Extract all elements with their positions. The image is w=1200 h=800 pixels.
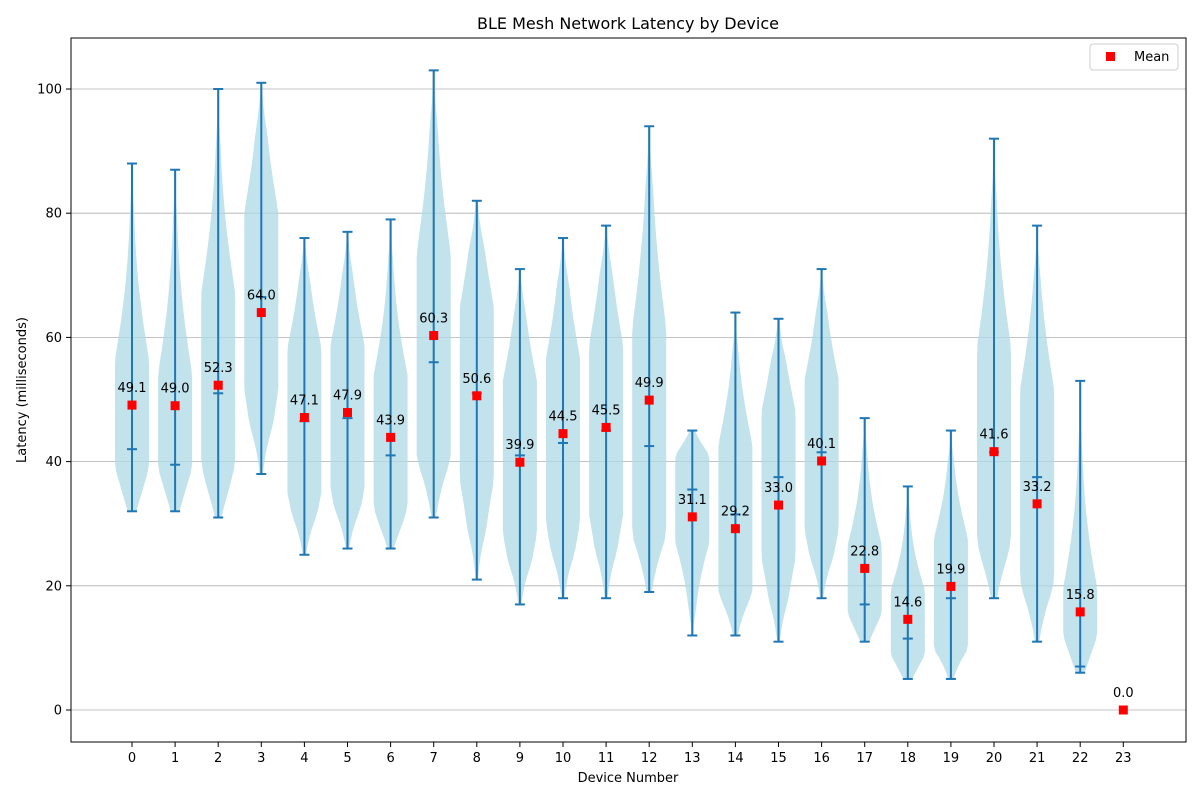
mean-value-label: 60.3	[419, 312, 448, 327]
mean-value-label: 40.1	[807, 437, 836, 452]
mean-marker	[903, 614, 913, 624]
x-tick-label: 4	[300, 751, 308, 766]
x-tick-label: 8	[473, 751, 481, 766]
mean-marker	[127, 400, 137, 410]
x-tick-label: 20	[986, 751, 1003, 766]
mean-marker	[429, 331, 439, 341]
mean-marker	[946, 581, 956, 591]
mean-value-label: 39.9	[505, 438, 534, 453]
mean-value-label: 47.9	[333, 389, 362, 404]
mean-value-label: 33.0	[764, 481, 793, 496]
mean-marker	[558, 429, 568, 439]
x-axis-label: Device Number	[578, 771, 679, 786]
mean-value-label: 49.0	[161, 382, 190, 397]
y-axis-label: Latency (milliseconds)	[15, 317, 30, 463]
mean-marker	[730, 524, 740, 534]
mean-value-label: 41.6	[980, 428, 1009, 443]
mean-value-label: 15.8	[1066, 588, 1095, 603]
mean-value-label: 52.3	[204, 361, 233, 376]
x-tick-label: 16	[813, 751, 830, 766]
mean-marker	[860, 563, 870, 573]
x-tick-label: 7	[430, 751, 438, 766]
mean-marker	[687, 512, 697, 522]
x-tick-label: 15	[770, 751, 787, 766]
mean-marker	[817, 456, 827, 466]
x-tick-label: 22	[1072, 751, 1089, 766]
legend-mean-marker	[1106, 52, 1115, 61]
mean-value-label: 49.9	[635, 376, 664, 391]
x-tick-label: 6	[386, 751, 394, 766]
mean-labels: 49.1 49.0 52.3 64.0 47.1 47.9 43.9 60.3 50.6 39.9…	[118, 289, 1134, 701]
mean-marker	[644, 395, 654, 405]
mean-value-label: 64.0	[247, 289, 276, 304]
x-tick-label: 14	[727, 751, 744, 766]
x-tick-label: 3	[257, 751, 265, 766]
mean-value-label: 29.2	[721, 505, 750, 520]
plot-frame	[70, 37, 1187, 743]
mean-value-label: 31.1	[678, 493, 707, 508]
legend-mean-label: Mean	[1134, 50, 1169, 65]
whiskers	[127, 69, 1086, 680]
x-tick-label: 10	[555, 751, 572, 766]
mean-value-label: 43.9	[376, 413, 405, 428]
mean-marker	[472, 391, 482, 401]
mean-marker	[1075, 607, 1085, 617]
x-tick-label: 19	[943, 751, 960, 766]
x-tick-label: 13	[684, 751, 701, 766]
y-tick-label: 40	[45, 455, 62, 470]
mean-value-label: 45.5	[592, 403, 621, 418]
mean-value-label: 0.0	[1113, 686, 1134, 701]
x-tick-label: 21	[1029, 751, 1046, 766]
x-tick-label: 18	[900, 751, 917, 766]
x-tick-label: 23	[1115, 751, 1132, 766]
legend-box	[1089, 43, 1179, 71]
mean-value-label: 50.6	[462, 372, 491, 387]
x-tick-label: 5	[343, 751, 351, 766]
x-axis-ticks: 0 1 2 3 4 5 6 7 8 9 10 11 12 13 14 15 16 17 18 19 20 21 22 23	[128, 742, 1132, 766]
mean-value-label: 14.6	[893, 595, 922, 610]
mean-value-label: 19.9	[936, 562, 965, 577]
x-tick-label: 2	[214, 751, 222, 766]
legend: Mean	[1089, 43, 1179, 71]
x-tick-label: 1	[171, 751, 179, 766]
y-tick-label: 60	[45, 331, 62, 346]
x-tick-label: 17	[856, 751, 873, 766]
mean-marker	[170, 401, 180, 411]
y-tick-label: 80	[45, 207, 62, 222]
mean-marker	[386, 432, 396, 442]
mean-marker	[213, 380, 223, 390]
x-tick-label: 9	[516, 751, 524, 766]
y-tick-label: 100	[37, 83, 62, 98]
mean-value-label: 44.5	[549, 410, 578, 425]
x-tick-label: 0	[128, 751, 136, 766]
chart-title: BLE Mesh Network Latency by Device	[477, 14, 779, 33]
mean-marker	[256, 308, 266, 318]
y-tick-label: 0	[54, 704, 62, 719]
mean-marker	[299, 413, 309, 423]
x-tick-label: 11	[598, 751, 615, 766]
y-tick-label: 20	[45, 579, 62, 594]
mean-marker	[343, 408, 352, 418]
mean-marker	[1032, 499, 1042, 509]
mean-value-label: 33.2	[1023, 480, 1052, 495]
y-axis-ticks: 0 20 40 60 80 100	[37, 83, 71, 719]
mean-value-label: 49.1	[118, 381, 147, 396]
mean-marker	[601, 422, 611, 432]
x-tick-label: 12	[641, 751, 658, 766]
mean-markers	[127, 308, 1128, 715]
mean-marker	[1118, 705, 1128, 715]
mean-value-label: 47.1	[290, 394, 319, 409]
mean-marker	[774, 500, 783, 510]
mean-value-label: 22.8	[850, 544, 879, 559]
mean-marker	[515, 457, 525, 467]
mean-marker	[989, 447, 999, 457]
